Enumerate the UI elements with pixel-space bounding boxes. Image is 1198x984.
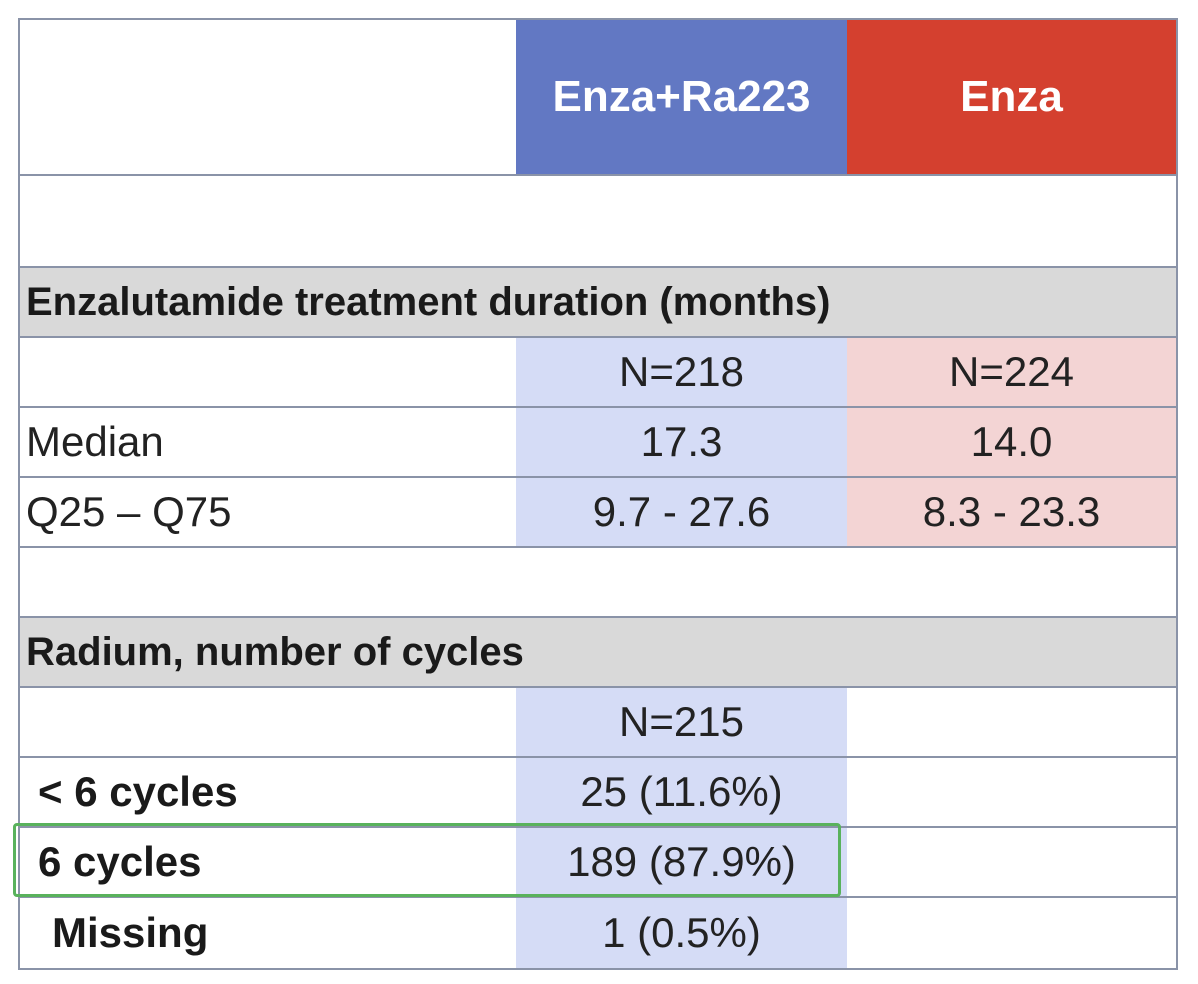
radium-6-row: 6 cycles 189 (87.9%) (20, 828, 1176, 898)
spacer-cell (20, 176, 516, 266)
enza-value: N=224 (847, 338, 1176, 406)
row-label: Q25 – Q75 (26, 488, 232, 535)
enza-value (847, 758, 1176, 826)
header-enza: Enza (847, 20, 1176, 174)
duration-iqr-row: Q25 – Q75 9.7 - 27.6 8.3 - 23.3 (20, 478, 1176, 548)
section-title-duration: Enzalutamide treatment duration (months) (26, 279, 831, 324)
row-label (20, 688, 516, 756)
duration-median-row: Median 17.3 14.0 (20, 408, 1176, 478)
enza-value: 14.0 (847, 408, 1176, 476)
spacer-cell (847, 176, 1176, 266)
header-row: Enza+Ra223 Enza (20, 20, 1176, 176)
enza-ra223-value: 17.3 (516, 408, 847, 476)
header-empty-cell (20, 20, 516, 174)
section-header-radium: Radium, number of cycles (20, 618, 1176, 688)
spacer-row (20, 176, 1176, 268)
spacer-cell (516, 548, 847, 616)
results-table: Enza+Ra223 Enza Enzalutamide treatment d… (18, 18, 1178, 970)
enza-value (847, 688, 1176, 756)
enza-ra223-value: 189 (87.9%) (516, 828, 847, 896)
enza-ra223-value: N=218 (516, 338, 847, 406)
enza-ra223-value: 25 (11.6%) (516, 758, 847, 826)
enza-ra223-value: N=215 (516, 688, 847, 756)
radium-lt6-row: < 6 cycles 25 (11.6%) (20, 758, 1176, 828)
row-label: Median (26, 418, 164, 465)
section-header-duration: Enzalutamide treatment duration (months) (20, 268, 1176, 338)
spacer-cell (20, 548, 516, 616)
radium-n-row: N=215 (20, 688, 1176, 758)
spacer-cell (516, 176, 847, 266)
spacer-cell (847, 548, 1176, 616)
enza-value (847, 828, 1176, 896)
enza-ra223-value: 1 (0.5%) (516, 898, 847, 968)
enza-value: 8.3 - 23.3 (847, 478, 1176, 546)
row-label (20, 338, 516, 406)
section-title-radium: Radium, number of cycles (26, 629, 524, 674)
spacer-row (20, 548, 1176, 618)
row-label: Missing (52, 909, 209, 956)
row-label: < 6 cycles (38, 768, 238, 815)
duration-n-row: N=218 N=224 (20, 338, 1176, 408)
enza-ra223-value: 9.7 - 27.6 (516, 478, 847, 546)
row-label: 6 cycles (38, 838, 202, 885)
enza-value (847, 898, 1176, 968)
header-enza-ra223: Enza+Ra223 (516, 20, 847, 174)
radium-missing-row: Missing 1 (0.5%) (20, 898, 1176, 968)
